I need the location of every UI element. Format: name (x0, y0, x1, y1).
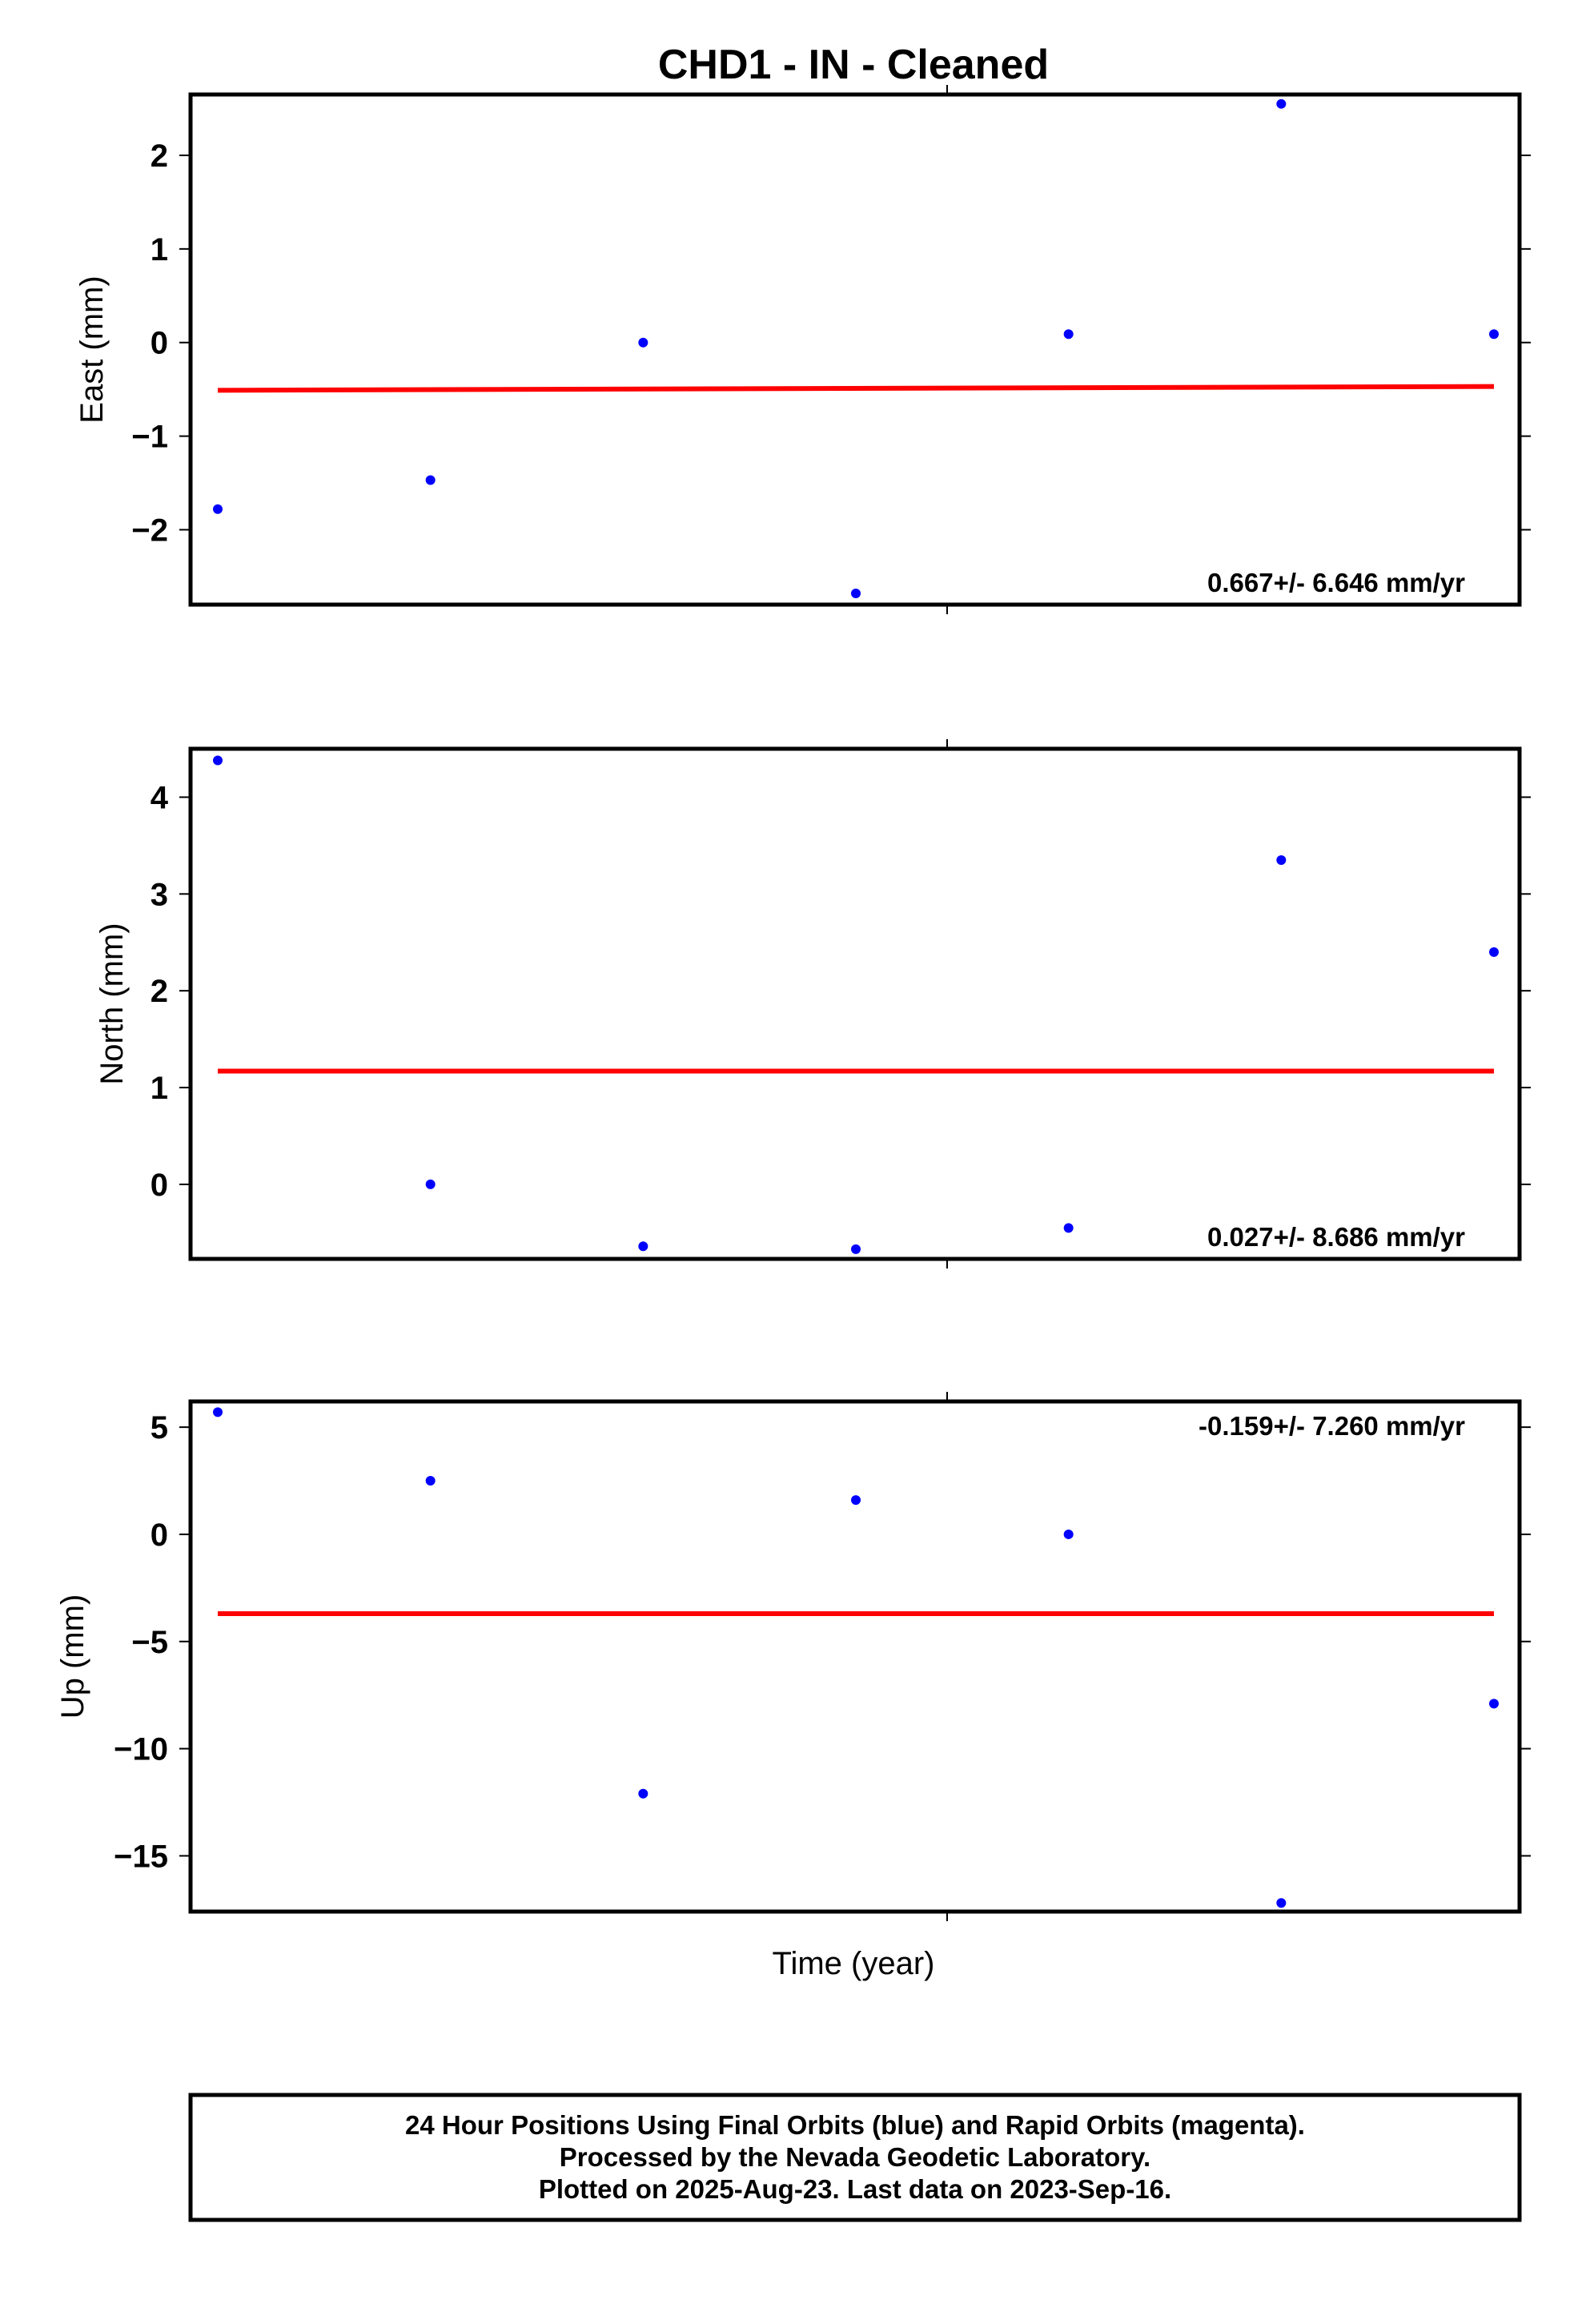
north-rate-label: 0.027+/- 8.686 mm/yr (1207, 1222, 1465, 1252)
east-data-point (425, 475, 436, 485)
east-data-point (851, 588, 861, 598)
caption-line-2: Processed by the Nevada Geodetic Laborat… (560, 2142, 1150, 2172)
north-ytick-label: 4 (151, 780, 169, 815)
up-panel: −15 −10 −5 0 5 Up (mm) -0.159+/- 7.260 mm/yr (55, 1392, 1531, 1921)
up-ytick-label: −15 (114, 1839, 168, 1874)
caption-line-1: 24 Hour Positions Using Final Orbits (bl… (405, 2110, 1305, 2140)
up-data-point (851, 1495, 861, 1506)
caption-box (188, 2093, 1522, 2222)
north-panel: 0 1 2 3 4 North (mm) 0.027+/- 8.686 mm/yr (94, 739, 1531, 1269)
north-y-axis-label: North (mm) (94, 923, 130, 1084)
up-data-point (1489, 1699, 1499, 1709)
up-data-point (638, 1788, 648, 1799)
north-data-point (1489, 947, 1499, 957)
up-ytick-label: 5 (151, 1410, 168, 1445)
east-ytick-label: 0 (151, 326, 168, 361)
up-data-point (213, 1407, 223, 1417)
east-ytick-label: 2 (151, 139, 168, 174)
up-ytick-label: 0 (151, 1518, 168, 1553)
x-axis-label: Time (year) (773, 1946, 935, 1981)
up-frame (188, 1399, 1522, 1914)
up-data-point (425, 1476, 436, 1486)
east-frame (188, 92, 1522, 607)
chart-title: CHD1 - IN - Cleaned (658, 42, 1049, 88)
up-rate-label: -0.159+/- 7.260 mm/yr (1199, 1411, 1465, 1441)
north-data-point (213, 755, 223, 766)
east-data-point (1276, 99, 1287, 109)
east-ytick-label: −1 (131, 420, 168, 455)
north-ytick-label: 2 (151, 974, 168, 1009)
east-ytick-label: 1 (151, 232, 168, 267)
east-y-axis-label: East (mm) (74, 275, 110, 423)
east-data-point (1063, 329, 1074, 340)
up-data-point (1276, 1898, 1287, 1908)
east-data-point (638, 337, 648, 348)
north-data-point (851, 1244, 861, 1254)
north-ytick-label: 1 (151, 1071, 168, 1106)
north-data-point (638, 1241, 648, 1252)
up-ytick-label: −10 (114, 1732, 168, 1767)
north-frame (188, 746, 1522, 1261)
east-panel: −2 −1 0 1 2 East (mm) 0.667+/- 6.646 mm/yr (74, 85, 1531, 614)
up-data-point (1063, 1529, 1074, 1539)
east-rate-label: 0.667+/- 6.646 mm/yr (1207, 568, 1465, 597)
north-data-point (1063, 1223, 1074, 1233)
north-data-point (425, 1179, 436, 1189)
north-ytick-label: 3 (151, 877, 168, 912)
caption-line-3: Plotted on 2025-Aug-23. Last data on 202… (539, 2174, 1171, 2204)
east-data-point (1489, 329, 1499, 340)
north-data-point (1276, 855, 1287, 866)
up-ytick-label: −5 (131, 1625, 168, 1660)
north-ytick-label: 0 (151, 1168, 168, 1203)
east-ytick-label: −2 (131, 513, 168, 548)
east-fit-line (217, 384, 1495, 393)
east-data-point (213, 504, 223, 514)
up-y-axis-label: Up (mm) (55, 1594, 90, 1719)
